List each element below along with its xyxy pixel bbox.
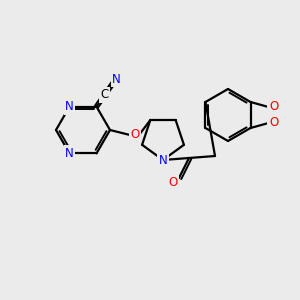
- Text: O: O: [168, 176, 178, 188]
- Text: N: N: [159, 154, 167, 166]
- Text: C: C: [100, 88, 109, 101]
- Text: O: O: [269, 116, 278, 130]
- Text: N: N: [65, 147, 74, 160]
- Text: O: O: [269, 100, 278, 113]
- Text: N: N: [112, 73, 121, 85]
- Text: N: N: [65, 100, 74, 113]
- Text: O: O: [130, 128, 140, 142]
